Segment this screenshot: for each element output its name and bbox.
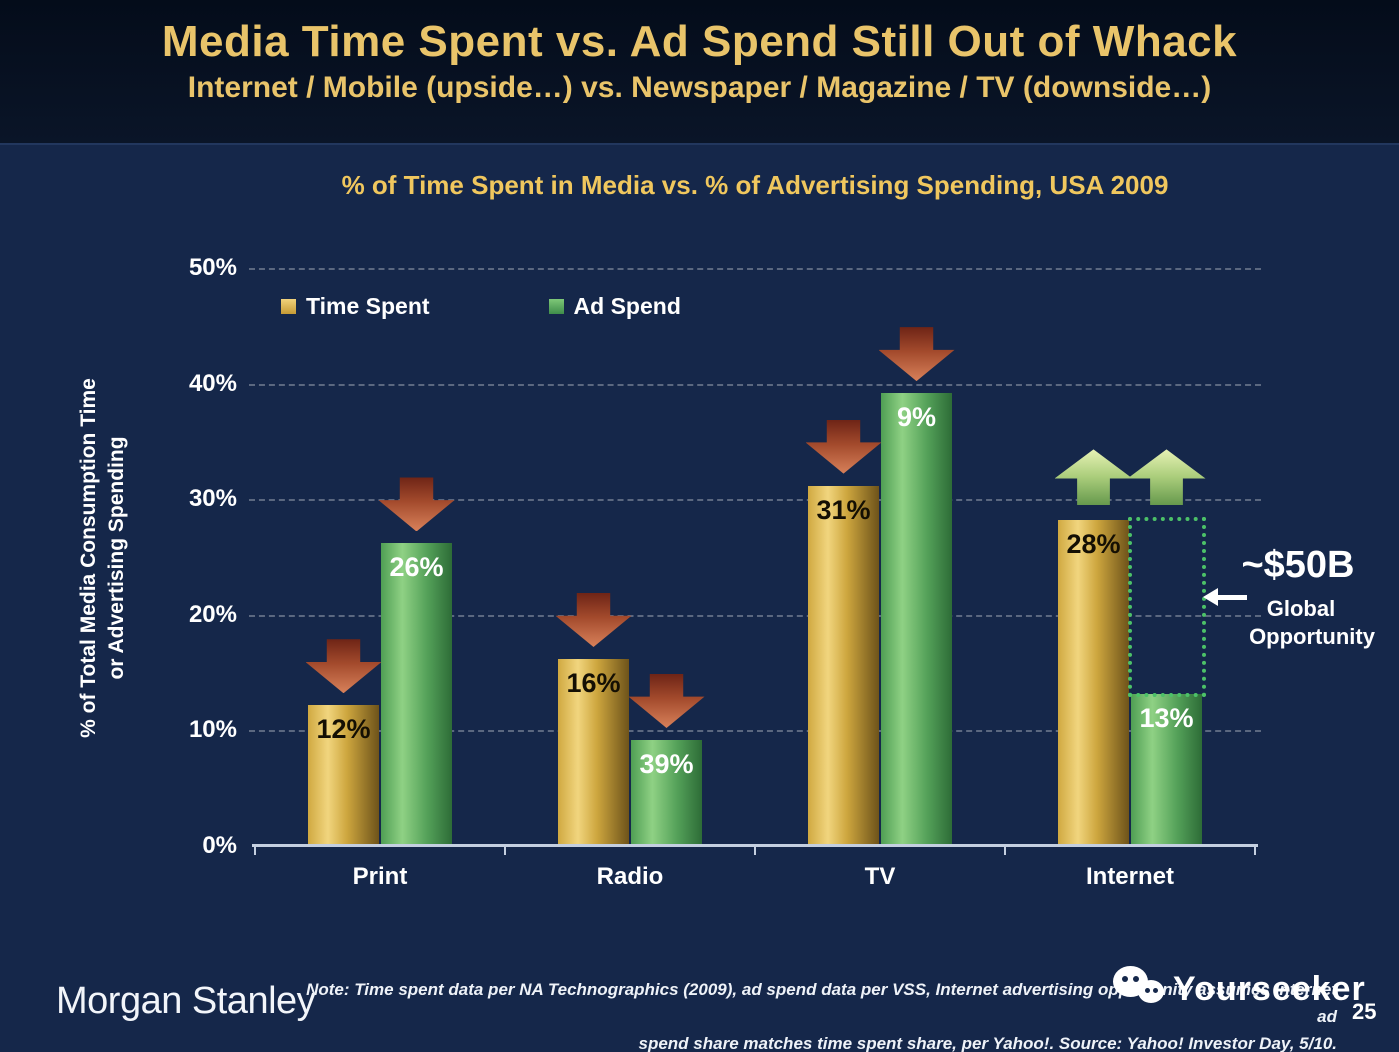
bar-internet-time-spent: 28% bbox=[1058, 520, 1129, 844]
slide-title: Media Time Spent vs. Ad Spend Still Out … bbox=[161, 17, 1238, 66]
legend-item-time-spent: Time Spent bbox=[281, 293, 430, 320]
gridline-20% bbox=[249, 614, 1261, 617]
y-tick-20%: 20% bbox=[188, 600, 237, 628]
y-axis-title: % of Total Media Consumption Time or Adv… bbox=[75, 278, 135, 838]
gridline-50% bbox=[249, 268, 1261, 270]
bar-value-label: 31% bbox=[816, 494, 871, 525]
legend-label-time-spent: Time Spent bbox=[306, 293, 430, 319]
legend-label-ad-spend: Ad Spend bbox=[573, 293, 681, 319]
bar-radio-ad-spend: 39% bbox=[631, 739, 702, 844]
bar-internet-ad-spend: 13% bbox=[1131, 693, 1202, 844]
time-spent-swatch-icon bbox=[281, 299, 296, 314]
source-note-line2: spend share matches time spent share, pe… bbox=[638, 1034, 1338, 1052]
x-axis-tick bbox=[254, 844, 256, 855]
x-axis-tick bbox=[504, 844, 506, 855]
gridline-10% bbox=[249, 730, 1261, 733]
category-label-radio: Radio bbox=[596, 863, 664, 890]
bar-value-label: 26% bbox=[389, 552, 444, 583]
wechat-icon bbox=[1113, 966, 1167, 1012]
down-arrow-icon bbox=[555, 593, 632, 648]
y-tick-40%: 40% bbox=[188, 369, 237, 397]
y-tick-0%: 0% bbox=[202, 832, 237, 859]
legend-item-ad-spend: Ad Spend bbox=[548, 293, 681, 320]
opportunity-gap-box bbox=[1128, 517, 1206, 697]
yourseeker-watermark: Yourseeker bbox=[1113, 966, 1366, 1012]
category-label-tv: TV bbox=[864, 863, 896, 890]
chat-bubble-small bbox=[1138, 980, 1164, 1003]
y-tick-50%: 50% bbox=[188, 254, 237, 281]
arrow-head bbox=[1203, 588, 1218, 606]
bar-radio-time-spent: 16% bbox=[558, 659, 629, 844]
down-arrow-icon bbox=[305, 639, 382, 694]
page-number: 25 bbox=[1352, 999, 1377, 1024]
y-axis-title-line2: or Advertising Spending bbox=[105, 436, 128, 680]
yourseeker-label: Yourseeker bbox=[1173, 969, 1366, 1008]
annotation-label-line2: Opportunity bbox=[1249, 624, 1375, 649]
down-arrow-icon bbox=[378, 477, 455, 532]
bar-value-label: 9% bbox=[896, 402, 937, 433]
down-arrow-icon bbox=[628, 673, 705, 728]
bar-tv-time-spent: 31% bbox=[808, 485, 879, 844]
slide-header: Media Time Spent vs. Ad Spend Still Out … bbox=[0, 0, 1399, 145]
x-axis-tick bbox=[1254, 844, 1256, 855]
source-note: Note: Time spent data per NA Technograph… bbox=[297, 976, 1337, 1052]
bar-value-label: 13% bbox=[1139, 702, 1194, 733]
bar-value-label: 28% bbox=[1066, 529, 1121, 560]
plot-area: Time Spent Ad Spend 0% 10% 20% 30% 40% 50% Pri… bbox=[189, 254, 1261, 890]
bar-tv-ad-spend: 9% bbox=[881, 393, 952, 844]
annotation-value: ~$50B bbox=[1241, 544, 1355, 586]
ad-spend-swatch-icon bbox=[548, 299, 564, 314]
down-arrow-icon bbox=[805, 419, 882, 474]
y-tick-10%: 10% bbox=[188, 716, 237, 744]
slide-subtitle: Internet / Mobile (upside…) vs. Newspape… bbox=[187, 71, 1212, 104]
chart-title: % of Time Spent in Media vs. % of Advert… bbox=[341, 170, 1169, 200]
gridline-40% bbox=[249, 383, 1261, 386]
bar-value-label: 12% bbox=[316, 714, 371, 745]
bar-value-label: 39% bbox=[639, 748, 694, 779]
bar-print-time-spent: 12% bbox=[308, 705, 379, 844]
gridline-30% bbox=[249, 499, 1261, 502]
source-note-line1: Note: Time spent data per NA Technograph… bbox=[306, 980, 1337, 1026]
bar-print-ad-spend: 26% bbox=[381, 543, 452, 844]
y-axis-title-line1: % of Total Media Consumption Time bbox=[77, 378, 100, 738]
y-tick-30%: 30% bbox=[188, 485, 237, 513]
legend: Time Spent Ad Spend bbox=[281, 293, 681, 320]
annotation-left-arrow-icon bbox=[1203, 588, 1248, 606]
up-arrow-icon bbox=[1054, 449, 1133, 506]
bar-value-label: 16% bbox=[566, 668, 621, 699]
x-axis-tick bbox=[754, 844, 756, 855]
up-arrow-icon bbox=[1127, 449, 1206, 506]
morgan-stanley-logo: Morgan Stanley bbox=[56, 980, 316, 1022]
category-label-print: Print bbox=[352, 863, 408, 890]
down-arrow-icon bbox=[878, 327, 955, 382]
arrow-shaft bbox=[1216, 595, 1247, 600]
annotation-label-line1: Global bbox=[1266, 596, 1336, 621]
category-label-internet: Internet bbox=[1085, 863, 1174, 890]
x-axis-tick bbox=[1004, 844, 1006, 855]
